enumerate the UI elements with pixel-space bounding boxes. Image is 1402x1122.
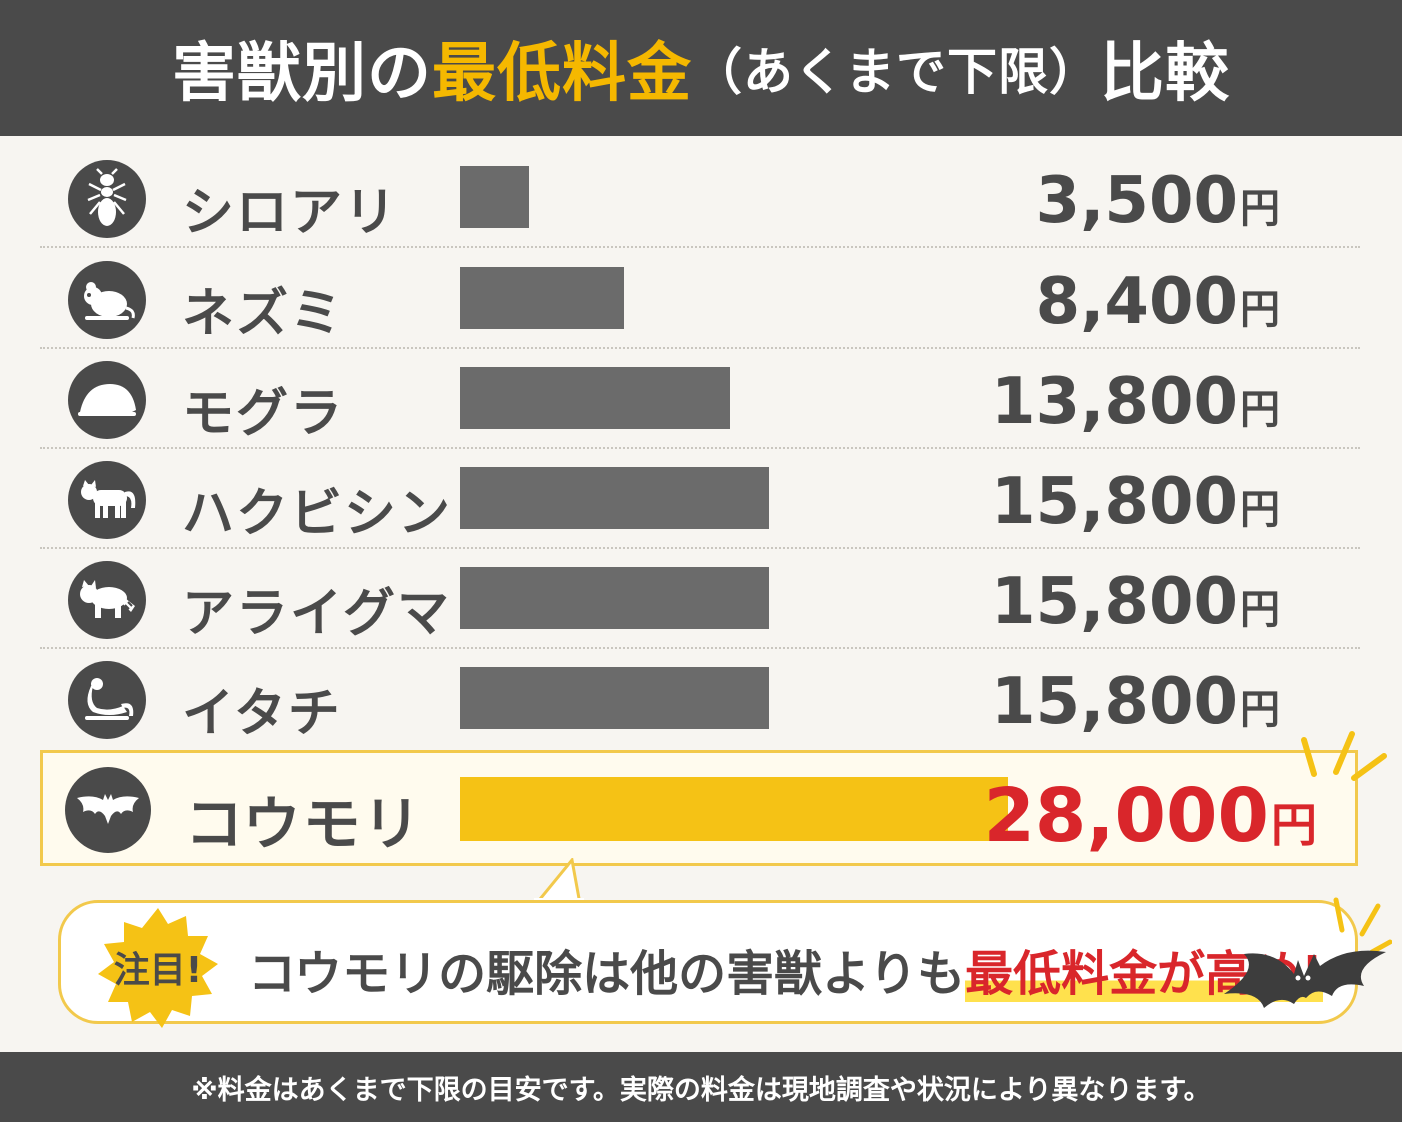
bar-row-bat-highlight: コウモリ 28,000円 bbox=[40, 750, 1358, 866]
burst-accent-icon bbox=[1301, 731, 1387, 781]
bar-bat bbox=[460, 777, 1008, 841]
bar-row-civet: ハクビシン 15,800円 bbox=[40, 449, 1360, 549]
value-label: 15,800円 bbox=[991, 665, 1280, 739]
category-label: シロアリ bbox=[182, 183, 399, 243]
row-divider bbox=[40, 547, 1360, 549]
bar-mole bbox=[460, 367, 730, 429]
footer-note: ※料金はあくまで下限の目安です。実際の料金は現地調査や状況により異なります。 bbox=[0, 1052, 1402, 1122]
row-divider bbox=[40, 447, 1360, 449]
value-label: 13,800円 bbox=[991, 365, 1280, 439]
bat-decoration-icon bbox=[1224, 897, 1392, 1008]
row-divider bbox=[40, 246, 1360, 248]
category-label: モグラ bbox=[182, 384, 345, 444]
bar-row-weasel: イタチ 15,800円 bbox=[40, 649, 1360, 749]
category-label: ハクビシン bbox=[182, 484, 453, 544]
termite-icon bbox=[68, 160, 146, 238]
bar-rat bbox=[460, 267, 624, 329]
title-note: （あくまで下限） bbox=[692, 43, 1100, 101]
bar-termite bbox=[460, 166, 529, 228]
badge-text: 注目! bbox=[114, 950, 202, 991]
bar-row-termite: シロアリ 3,500円 bbox=[40, 148, 1360, 248]
value-label: 15,800円 bbox=[991, 465, 1280, 539]
bar-row-mole: モグラ 13,800円 bbox=[40, 349, 1360, 449]
value-label-highlight: 28,000円 bbox=[983, 773, 1317, 859]
bar-weasel bbox=[460, 667, 769, 729]
category-label: イタチ bbox=[182, 684, 342, 744]
title-pre: 害獣別の bbox=[172, 37, 432, 111]
callout-text: コウモリの駆除は他の害獣よりも最低料金が高め! bbox=[248, 946, 1324, 1002]
value-label: 15,800円 bbox=[991, 565, 1280, 639]
value-label: 8,400円 bbox=[1035, 265, 1280, 339]
value-label: 3,500円 bbox=[1035, 164, 1280, 238]
civet-icon bbox=[68, 461, 146, 539]
title-post: 比較 bbox=[1100, 37, 1230, 111]
bar-row-raccoon: アライグマ 15,800円 bbox=[40, 549, 1360, 649]
bat-icon bbox=[65, 767, 151, 853]
callout-box bbox=[58, 900, 1358, 1024]
bar-civet bbox=[460, 467, 769, 529]
callout-pointer bbox=[534, 858, 584, 904]
title-highlight: 最低料金 bbox=[432, 37, 692, 111]
rat-icon bbox=[68, 261, 146, 339]
mole-icon bbox=[68, 361, 146, 439]
row-divider bbox=[40, 347, 1360, 349]
raccoon-icon bbox=[68, 561, 146, 639]
row-divider bbox=[40, 647, 1360, 649]
weasel-icon bbox=[68, 661, 146, 739]
chart-title: 害獣別の 最低料金 （あくまで下限） 比較 bbox=[0, 0, 1402, 136]
category-label: アライグマ bbox=[182, 584, 451, 644]
bar-row-rat: ネズミ 8,400円 bbox=[40, 249, 1360, 349]
category-label: ネズミ bbox=[182, 284, 345, 344]
attention-badge: 注目! bbox=[98, 908, 218, 1028]
bar-raccoon bbox=[460, 567, 769, 629]
category-label: コウモリ bbox=[185, 790, 423, 858]
